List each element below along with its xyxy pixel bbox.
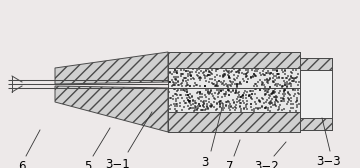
Text: 3−2: 3−2 xyxy=(255,160,279,168)
Bar xyxy=(168,68,300,88)
Bar xyxy=(168,52,300,70)
Text: 5: 5 xyxy=(84,160,92,168)
Text: 6: 6 xyxy=(18,160,26,168)
Bar xyxy=(300,70,332,118)
Text: 3−1: 3−1 xyxy=(105,158,130,168)
Text: 7: 7 xyxy=(226,160,234,168)
Text: 3−3: 3−3 xyxy=(316,155,340,168)
Bar xyxy=(168,112,300,132)
Polygon shape xyxy=(55,52,168,84)
Polygon shape xyxy=(55,86,168,132)
Text: 3: 3 xyxy=(201,156,209,168)
Bar xyxy=(300,58,332,70)
Bar xyxy=(300,118,332,130)
Bar xyxy=(168,88,300,112)
